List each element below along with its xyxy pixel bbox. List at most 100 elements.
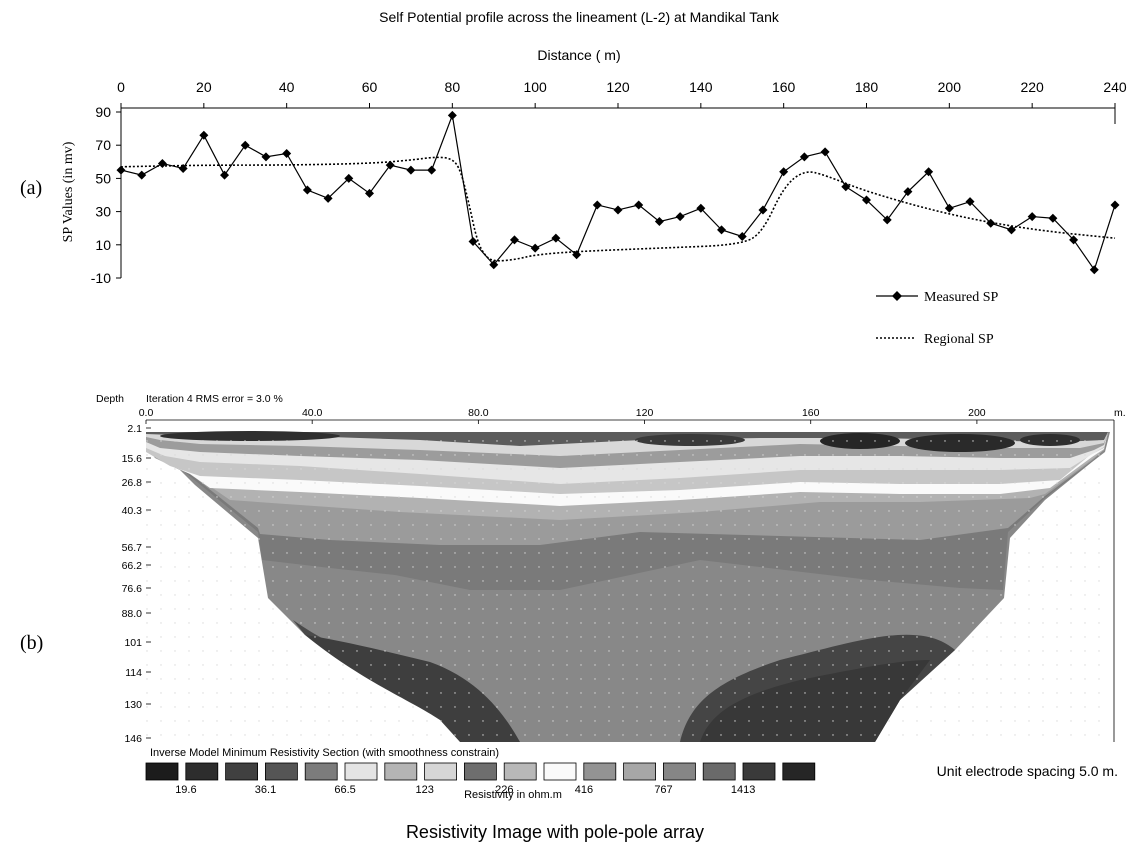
- measured-sp-point: [530, 243, 540, 253]
- legend-title: Resistivity in ohm.m: [464, 789, 562, 801]
- sp-profile-chart: Self Potential profile across the lineam…: [20, 9, 1127, 347]
- x-axis-ticks: 0 20 40 60 80 100 120 140 160 180 200 220 240: [117, 79, 1127, 108]
- measured-sp-point: [344, 173, 354, 183]
- depth-axis: 2.1 15.6 26.8 40.3 56.7 66.2 76.6 88.0 101 114 130…: [122, 423, 151, 745]
- measured-sp-point: [240, 140, 250, 150]
- y-tick-label: -10: [91, 270, 111, 286]
- depth-tick-label: 130: [124, 699, 142, 711]
- legend-swatch: [583, 762, 617, 781]
- figure-caption: Resistivity Image with pole-pole array: [406, 822, 704, 842]
- y-tick-label: 50: [95, 170, 111, 186]
- depth-tick-label: 15.6: [122, 453, 143, 465]
- section-x-unit: m.: [1114, 407, 1126, 419]
- y-axis-label: SP Values (in mv): [61, 141, 76, 242]
- measured-sp-point: [1048, 213, 1058, 223]
- panel-label-b: (b): [20, 632, 43, 654]
- legend-swatch: [503, 762, 537, 781]
- depth-tick-label: 2.1: [127, 423, 142, 435]
- legend-value-label: 123: [416, 784, 434, 796]
- measured-sp-point: [1089, 265, 1099, 275]
- measured-sp-point: [220, 170, 230, 180]
- section-x-tick-label: 120: [636, 407, 654, 419]
- measured-sp-point: [654, 217, 664, 227]
- measured-sp-point: [820, 147, 830, 157]
- legend-swatch: [663, 762, 696, 781]
- measured-sp-point: [261, 152, 271, 162]
- legend-measured-marker: [892, 291, 902, 301]
- measured-sp-point: [779, 167, 789, 177]
- x-tick-label: 60: [362, 79, 378, 95]
- datum-points: [146, 432, 1110, 742]
- legend-swatch: [782, 762, 816, 781]
- depth-tick-label: 26.8: [122, 477, 143, 489]
- measured-sp-point: [799, 152, 809, 162]
- y-axis-ticks: 90 70 50 30 10 -10: [91, 104, 121, 286]
- measured-sp-point: [717, 225, 727, 235]
- measured-sp-point: [944, 203, 954, 213]
- measured-sp-point: [157, 158, 167, 168]
- legend-swatch: [225, 762, 259, 781]
- section-x-tick-label: 80.0: [468, 407, 489, 419]
- section-x-tick-label: 0.0: [139, 407, 154, 419]
- measured-sp-point: [427, 165, 437, 175]
- measured-sp-point: [696, 203, 706, 213]
- measured-sp-point: [509, 235, 519, 245]
- measured-sp-point: [447, 110, 457, 120]
- measured-sp-point: [675, 212, 685, 222]
- section-x-ticks: 0.0 40.0 80.0 120 160 200: [139, 407, 986, 424]
- y-tick-label: 30: [95, 204, 111, 220]
- legend-swatch: [424, 762, 458, 781]
- measured-sp-point: [903, 187, 913, 197]
- x-tick-label: 40: [279, 79, 295, 95]
- measured-sp-point: [1110, 200, 1120, 210]
- depth-tick-label: 101: [124, 637, 142, 649]
- measured-sp-point: [613, 205, 623, 215]
- legend: Measured SP Regional SP: [876, 290, 998, 347]
- legend-swatch: [463, 762, 497, 781]
- measured-sp-point: [302, 185, 312, 195]
- depth-tick-label: 66.2: [122, 560, 143, 572]
- section-x-tick-label: 40.0: [302, 407, 323, 419]
- x-tick-label: 140: [689, 79, 713, 95]
- measured-sp-point: [468, 236, 478, 246]
- legend-value-label: 767: [654, 784, 672, 796]
- legend-swatch: [543, 762, 577, 781]
- legend-measured-label: Measured SP: [924, 290, 998, 305]
- depth-tick-label: 114: [125, 667, 142, 679]
- measured-sp-point: [365, 188, 374, 198]
- section-x-tick-label: 160: [802, 407, 820, 419]
- measured-sp-point: [551, 233, 561, 243]
- measured-sp-point: [841, 182, 851, 192]
- legend-value-label: 36.1: [255, 784, 276, 796]
- x-tick-label: 80: [445, 79, 461, 95]
- measured-sp-point: [282, 149, 292, 158]
- measured-sp-point: [116, 165, 126, 175]
- depth-tick-label: 88.0: [122, 608, 143, 620]
- measured-sp-point: [199, 130, 209, 140]
- x-tick-label: 0: [117, 79, 125, 95]
- legend-swatch: [185, 762, 219, 781]
- electrode-spacing-note: Unit electrode spacing 5.0 m.: [937, 763, 1118, 779]
- legend-swatch: [623, 762, 656, 781]
- legend-value-label: 1413: [731, 784, 755, 796]
- measured-sp-point: [323, 193, 333, 203]
- section-x-tick-label: 200: [968, 407, 986, 419]
- legend-swatch: [304, 762, 338, 781]
- series-layer: [116, 110, 1120, 275]
- measured-sp-point: [986, 218, 996, 228]
- section-caption: Inverse Model Minimum Resistivity Sectio…: [150, 747, 499, 759]
- legend-swatch: [145, 762, 179, 781]
- panel-label-a: (a): [20, 177, 42, 199]
- measured-sp-point: [882, 215, 892, 225]
- measured-sp-point: [758, 205, 768, 215]
- x-tick-label: 240: [1103, 79, 1127, 95]
- x-tick-label: 220: [1020, 79, 1044, 95]
- resistivity-section: (b) Depth Iteration 4 RMS error = 3.0 % …: [20, 393, 1126, 842]
- legend-swatch: [264, 762, 298, 781]
- legend-value-label: 416: [575, 784, 593, 796]
- series-regional-sp: [120, 156, 1116, 262]
- depth-tick-label: 40.3: [122, 505, 143, 517]
- measured-sp-point: [862, 195, 871, 205]
- y-tick-label: 10: [95, 237, 111, 253]
